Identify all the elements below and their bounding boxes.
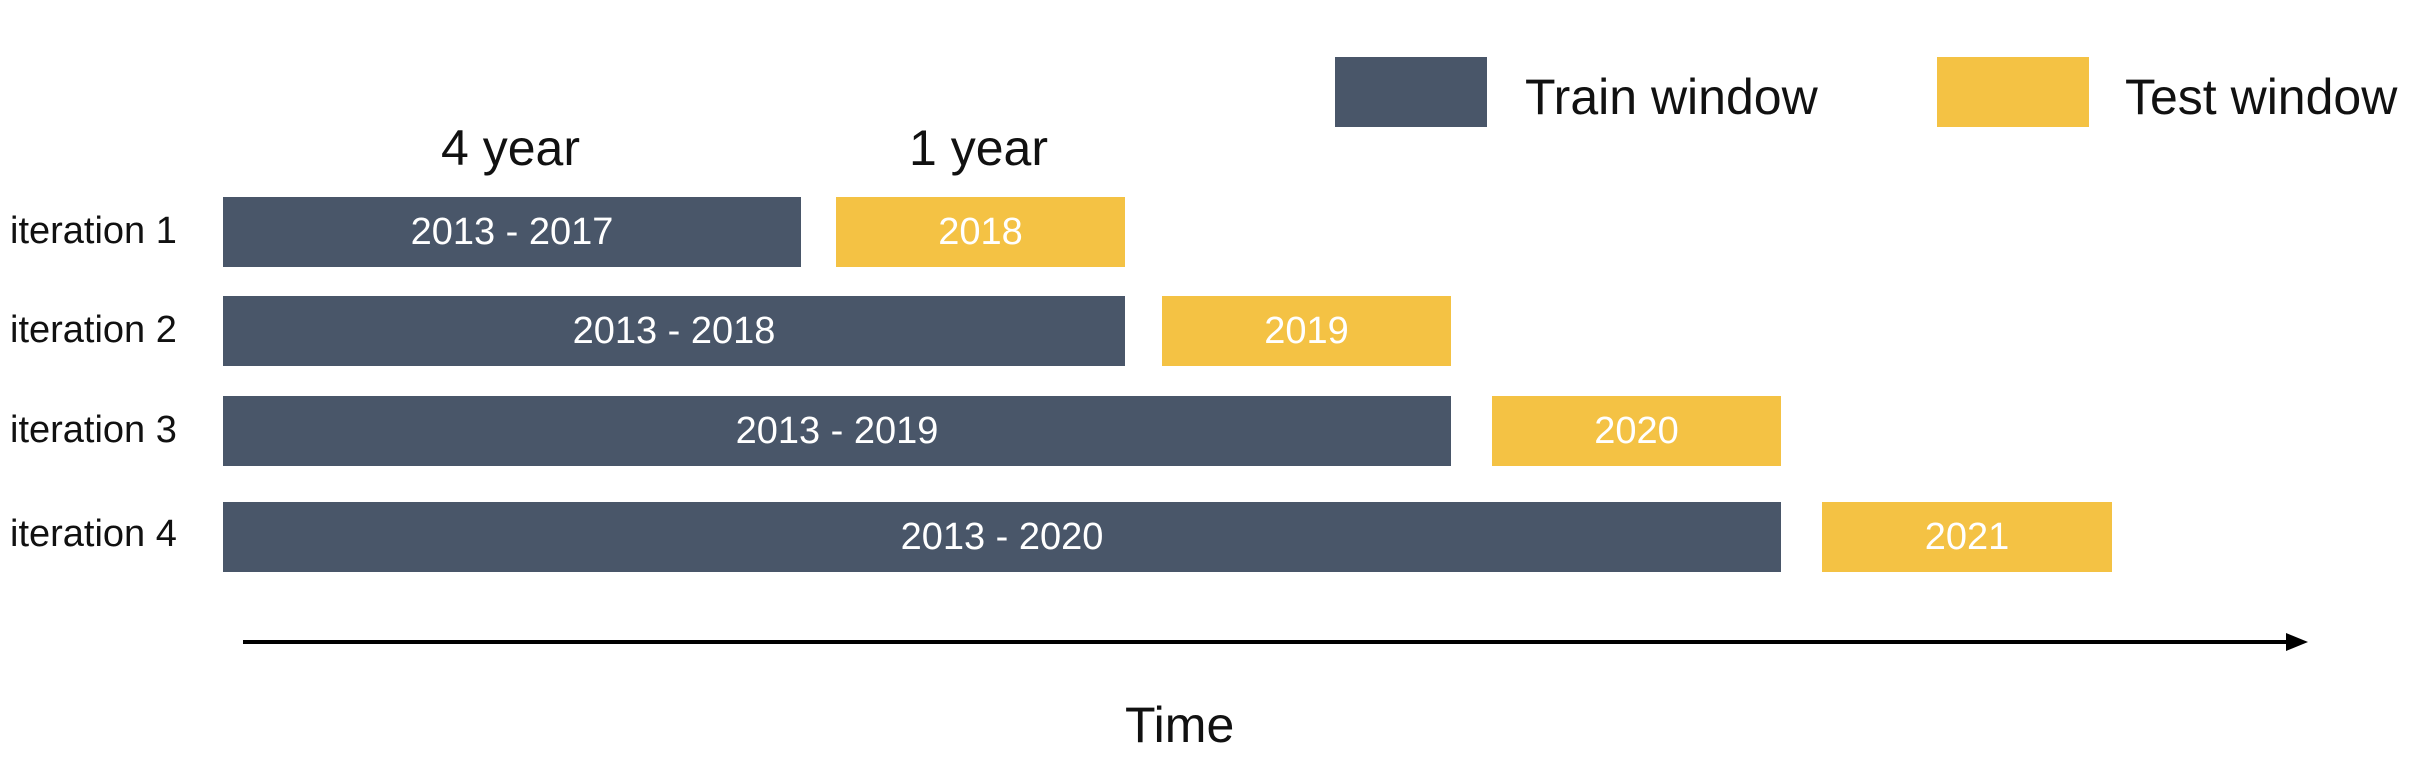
iteration-1-test-bar: 2018 xyxy=(836,197,1125,267)
iteration-3-label: iteration 3 xyxy=(10,409,177,451)
iteration-2-train-bar: 2013 - 2018 xyxy=(223,296,1125,366)
iteration-4-label: iteration 4 xyxy=(10,513,177,555)
time-axis-arrow-icon xyxy=(2286,633,2308,651)
iteration-1-train-bar: 2013 - 2017 xyxy=(223,197,801,267)
test-span-label: 1 year xyxy=(909,120,1048,176)
iteration-4-test-bar: 2021 xyxy=(1822,502,2112,572)
time-axis-line xyxy=(243,640,2293,644)
time-axis-label: Time xyxy=(1125,697,1235,753)
legend-test-swatch xyxy=(1937,57,2089,127)
iteration-1-label: iteration 1 xyxy=(10,210,177,252)
iteration-2-test-bar: 2019 xyxy=(1162,296,1451,366)
iteration-2-label: iteration 2 xyxy=(10,309,177,351)
iteration-3-train-bar: 2013 - 2019 xyxy=(223,396,1451,466)
iteration-3-test-bar: 2020 xyxy=(1492,396,1781,466)
train-span-label: 4 year xyxy=(441,120,580,176)
legend-test-label: Test window xyxy=(2125,69,2398,125)
iteration-4-train-bar: 2013 - 2020 xyxy=(223,502,1781,572)
legend-train-label: Train window xyxy=(1525,69,1818,125)
legend-train-swatch xyxy=(1335,57,1487,127)
